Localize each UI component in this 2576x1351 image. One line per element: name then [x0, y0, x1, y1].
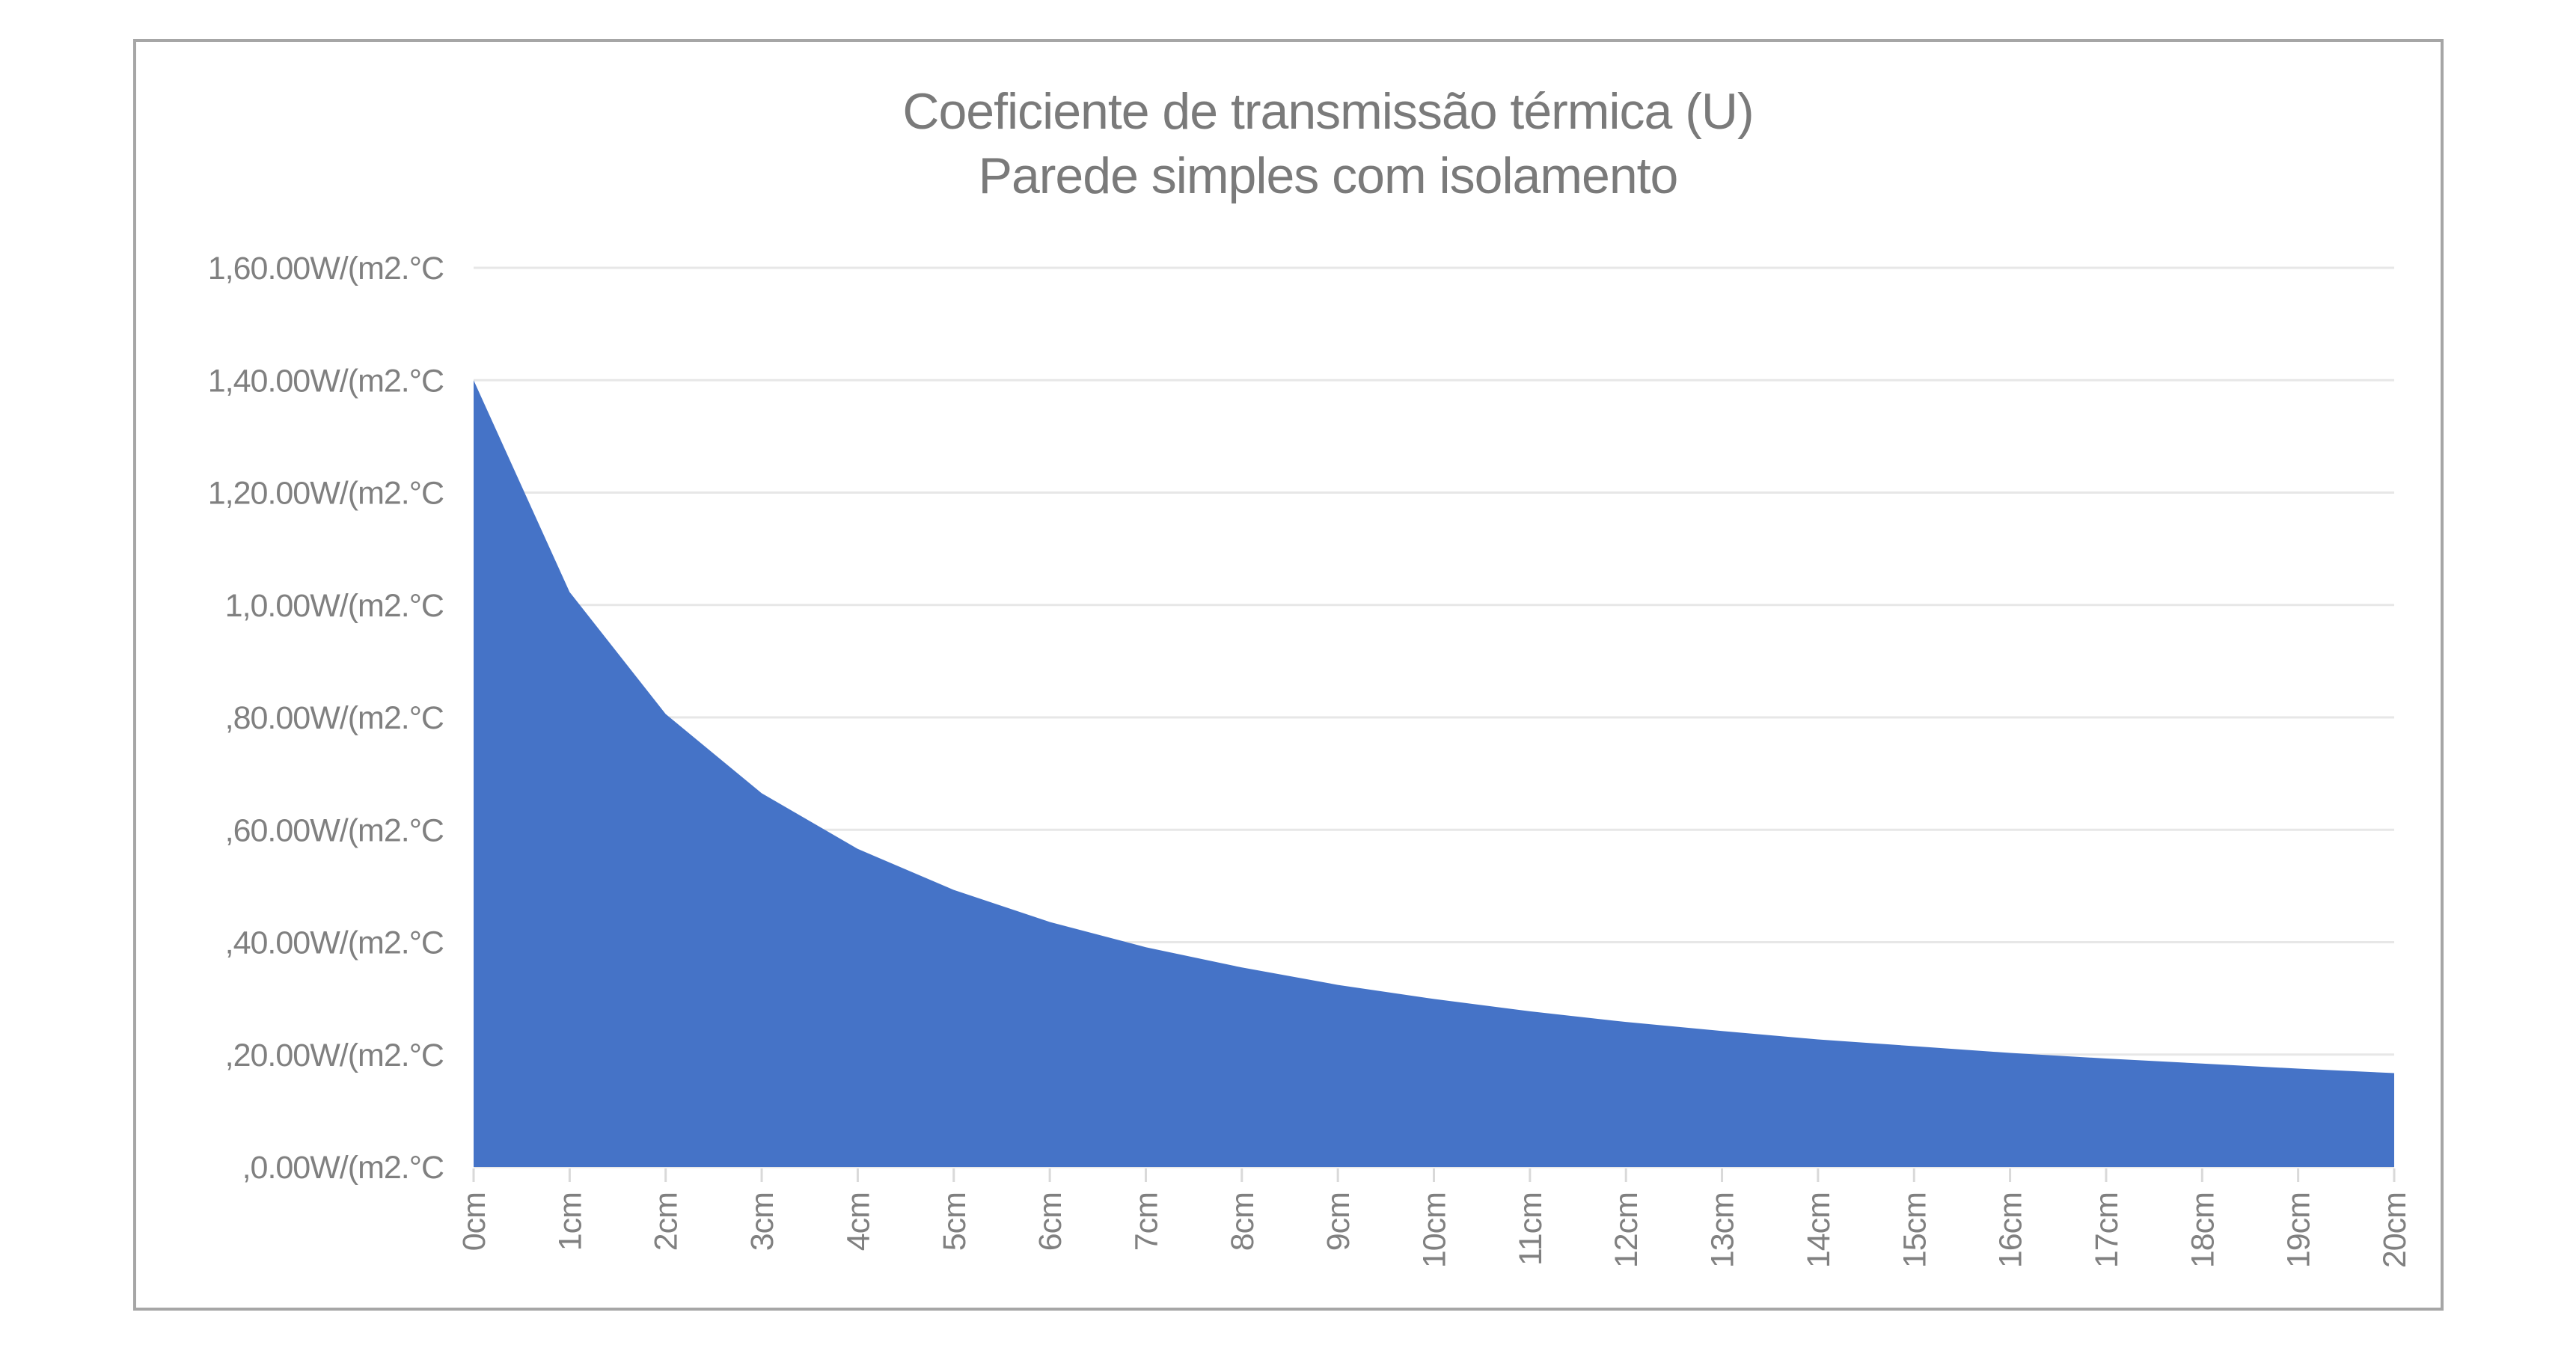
x-axis-label: 14cm: [1801, 1192, 1837, 1268]
area-series: [474, 380, 2394, 1167]
x-axis-label: 19cm: [2281, 1192, 2317, 1268]
x-axis-label: 12cm: [1609, 1192, 1645, 1268]
x-axis-label: 20cm: [2377, 1192, 2413, 1268]
x-axis-label: 4cm: [840, 1192, 876, 1251]
x-axis-label: 9cm: [1321, 1192, 1356, 1251]
y-axis-label: ,0.00W/(m2.°C: [242, 1150, 444, 1186]
x-axis-label: 18cm: [2185, 1192, 2221, 1268]
x-axis-label: 0cm: [456, 1192, 492, 1251]
x-axis-label: 7cm: [1128, 1192, 1164, 1251]
y-axis-label: ,40.00W/(m2.°C: [225, 925, 444, 961]
y-axis-label: ,60.00W/(m2.°C: [225, 812, 444, 848]
chart-title: Coeficiente de transmissão térmica (U): [902, 83, 1754, 140]
y-axis-label: ,80.00W/(m2.°C: [225, 700, 444, 736]
y-axis-label: 1,0.00W/(m2.°C: [225, 588, 444, 624]
x-axis-label: 8cm: [1225, 1192, 1261, 1251]
chart-frame: Coeficiente de transmissão térmica (U) P…: [133, 39, 2444, 1311]
x-axis-label: 5cm: [937, 1192, 973, 1251]
x-axis-label: 11cm: [1513, 1192, 1549, 1266]
chart-subtitle: Parede simples com isolamento: [978, 147, 1679, 204]
area-chart-plot: 1,60.00W/(m2.°C 1,40.00W/(m2.°C 1,20.00W/(…: [208, 251, 2413, 1268]
x-axis-label: 6cm: [1032, 1192, 1068, 1251]
y-axis-label: ,20.00W/(m2.°C: [225, 1038, 444, 1073]
y-axis-label: 1,60.00W/(m2.°C: [208, 251, 444, 287]
y-axis-label: 1,40.00W/(m2.°C: [208, 363, 444, 399]
x-axis-label: 17cm: [2089, 1192, 2125, 1268]
x-axis-label: 16cm: [1993, 1192, 2029, 1268]
x-axis-label: 10cm: [1417, 1192, 1453, 1268]
x-axis-label: 3cm: [744, 1192, 780, 1251]
y-axis-label: 1,20.00W/(m2.°C: [208, 476, 444, 512]
x-axis-label: 15cm: [1897, 1192, 1933, 1268]
x-axis-label: 13cm: [1705, 1192, 1741, 1268]
x-axis-label: 1cm: [552, 1192, 588, 1251]
x-axis-label: 2cm: [649, 1192, 685, 1251]
chart-title-block: Coeficiente de transmissão térmica (U) P…: [215, 79, 2441, 208]
